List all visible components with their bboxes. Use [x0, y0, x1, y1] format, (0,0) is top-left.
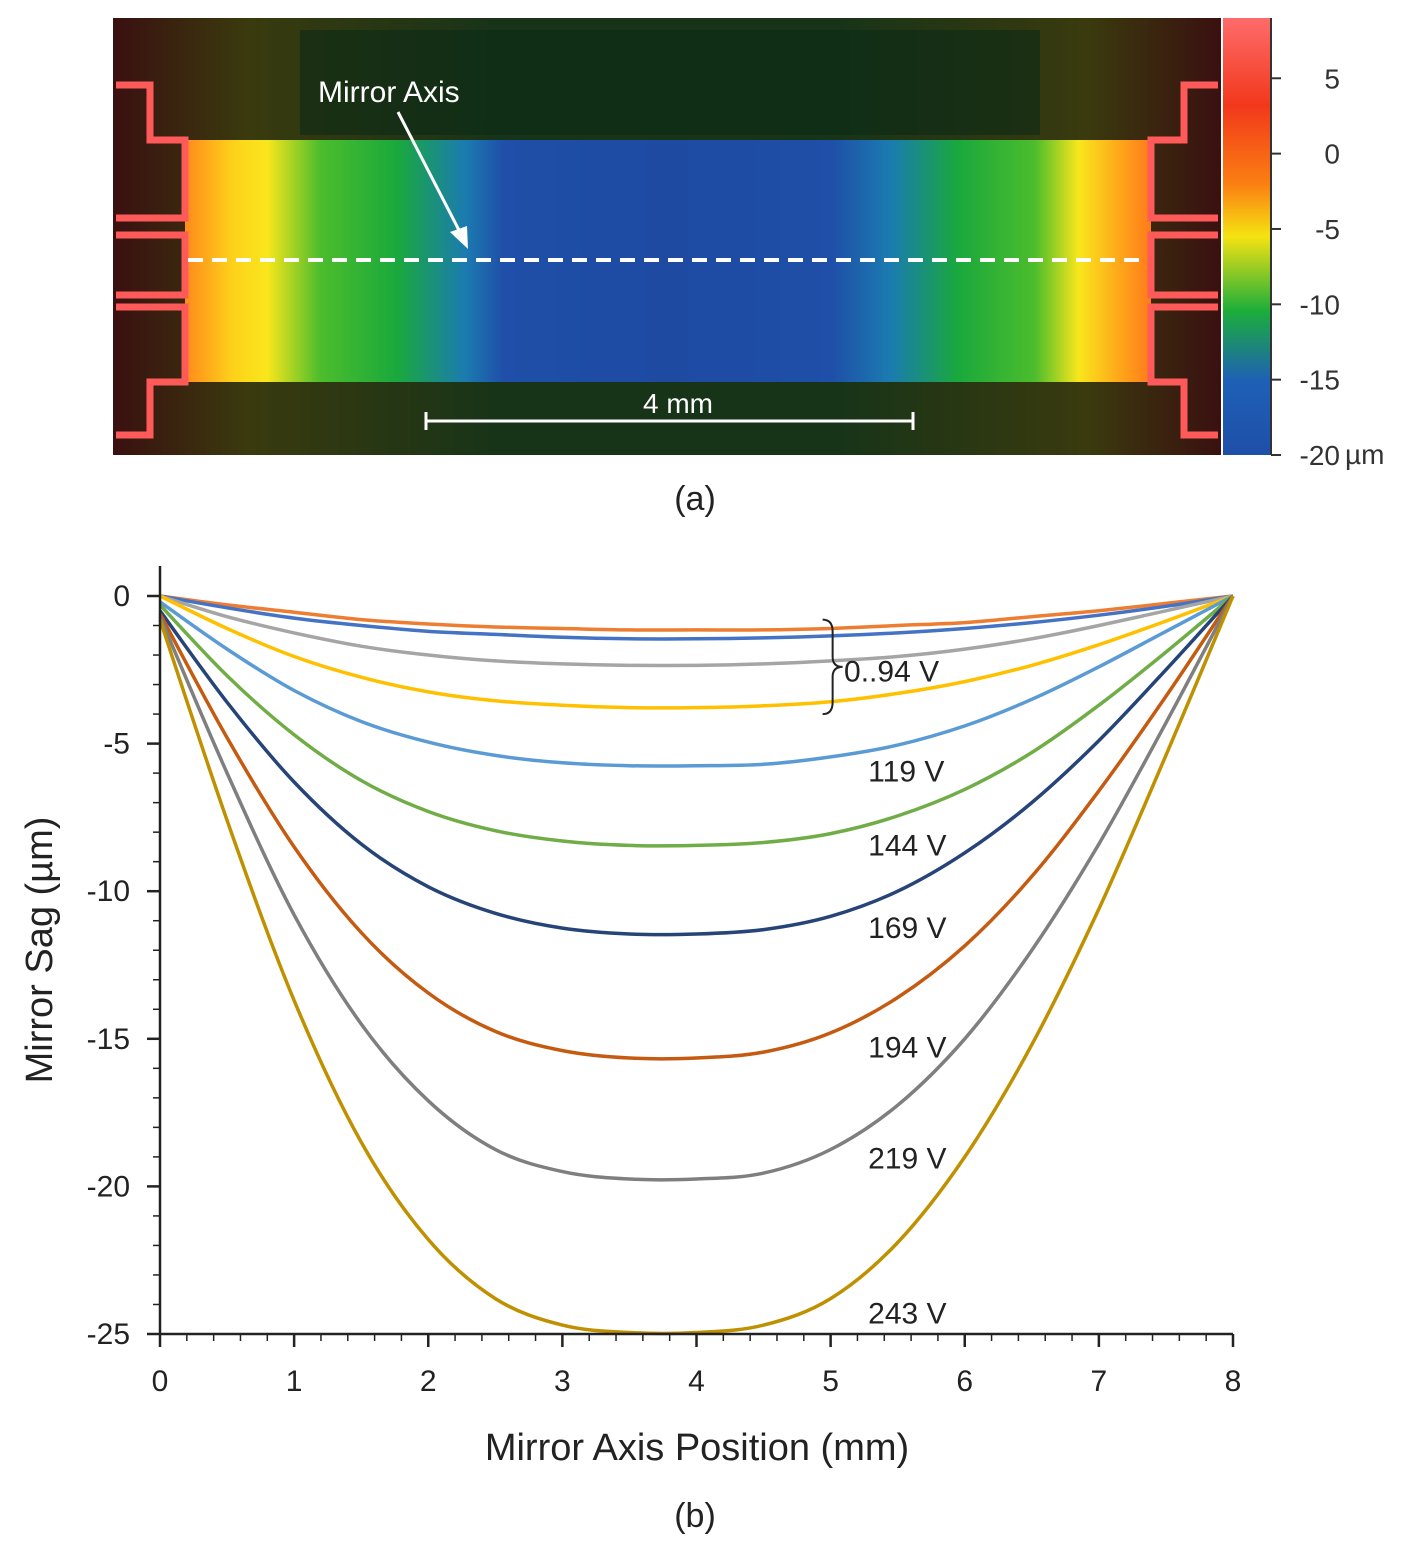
- series-data-label: 169 V: [868, 912, 946, 945]
- x-tick-label: 2: [420, 1365, 437, 1398]
- mirror-axis-arrowhead: [450, 226, 468, 249]
- x-tick-label: 3: [554, 1365, 571, 1398]
- surface-map-dark-top: [300, 30, 1040, 135]
- y-tick-label: -5: [103, 728, 130, 761]
- y-ticks: 0 -5 -10 -15 -20 -25: [87, 580, 160, 1351]
- series-data-label: 0..94 V: [844, 655, 939, 688]
- y-tick-label: 0: [113, 580, 130, 613]
- legend-brace: [822, 618, 843, 716]
- x-tick-label: 5: [822, 1365, 839, 1398]
- y-tick-label: -25: [87, 1318, 130, 1351]
- colorbar-tick-label: -15: [1300, 365, 1340, 396]
- series-line-94-v: [159, 594, 1234, 710]
- series-lines: [158, 594, 1235, 1336]
- data-labels: 0..94 V 119 V 144 V 169 V 194 V 219 V 243 V: [844, 655, 947, 1330]
- colorbar-ticks: 5 0 -5 -10 -15 -20: [1271, 63, 1340, 471]
- electrode-outlines: [116, 81, 1218, 439]
- colorbar-unit: µm: [1345, 439, 1384, 470]
- colorbar: [1223, 18, 1271, 455]
- colorbar-tick-label: -5: [1315, 214, 1340, 245]
- y-axis-title: Mirror Sag (µm): [19, 817, 61, 1084]
- series-data-label: 119 V: [868, 756, 944, 789]
- colorbar-tick-label: -10: [1300, 289, 1340, 320]
- mirror-axis-annotation: Mirror Axis: [318, 76, 460, 109]
- series-data-label: 194 V: [868, 1032, 946, 1065]
- y-tick-label: -20: [87, 1170, 130, 1203]
- x-tick-label: 0: [152, 1365, 169, 1398]
- x-tick-label: 7: [1091, 1365, 1108, 1398]
- series-line-63-v: [159, 594, 1234, 668]
- x-tick-label: 8: [1225, 1365, 1242, 1398]
- mirror-axis-arrow: [396, 111, 464, 237]
- series-line-119-v: [158, 594, 1234, 768]
- series-line-169-v: [158, 594, 1235, 937]
- y-tick-label: -15: [87, 1023, 130, 1056]
- x-ticks: 0 1 2 3 4 5 6 7 8: [152, 1334, 1242, 1398]
- x-tick-label: 4: [688, 1365, 705, 1398]
- colorbar-tick-label: 0: [1324, 139, 1340, 170]
- panel-b-caption: (b): [674, 1497, 716, 1535]
- colorbar-tick-label: 5: [1324, 63, 1340, 94]
- y-tick-label: -10: [87, 875, 130, 908]
- panel-a: Mirror Axis 4 mm 5 0 -5 -10 -15 -20 µm (a): [113, 18, 1384, 518]
- series-line-243-v: [158, 595, 1235, 1336]
- panel-b: 0 1 2 3 4 5 6 7 8 0 -5 -10 -15 -20 -25 0..94 V 119 V 14…: [19, 566, 1241, 1535]
- series-data-label: 243 V: [868, 1297, 946, 1330]
- series-line-0-v: [159, 594, 1234, 632]
- series-line-31-v: [159, 594, 1234, 641]
- scale-bar-label: 4 mm: [643, 388, 713, 419]
- x-tick-label: 1: [286, 1365, 303, 1398]
- colorbar-tick-label: -20: [1300, 440, 1340, 471]
- series-data-label: 219 V: [868, 1142, 946, 1175]
- series-line-144-v: [158, 594, 1235, 848]
- panel-a-caption: (a): [674, 480, 716, 518]
- series-line-194-v: [158, 595, 1235, 1061]
- x-tick-label: 6: [956, 1365, 973, 1398]
- series-data-label: 144 V: [868, 829, 946, 862]
- x-axis-title: Mirror Axis Position (mm): [485, 1427, 909, 1469]
- series-line-219-v: [158, 595, 1235, 1182]
